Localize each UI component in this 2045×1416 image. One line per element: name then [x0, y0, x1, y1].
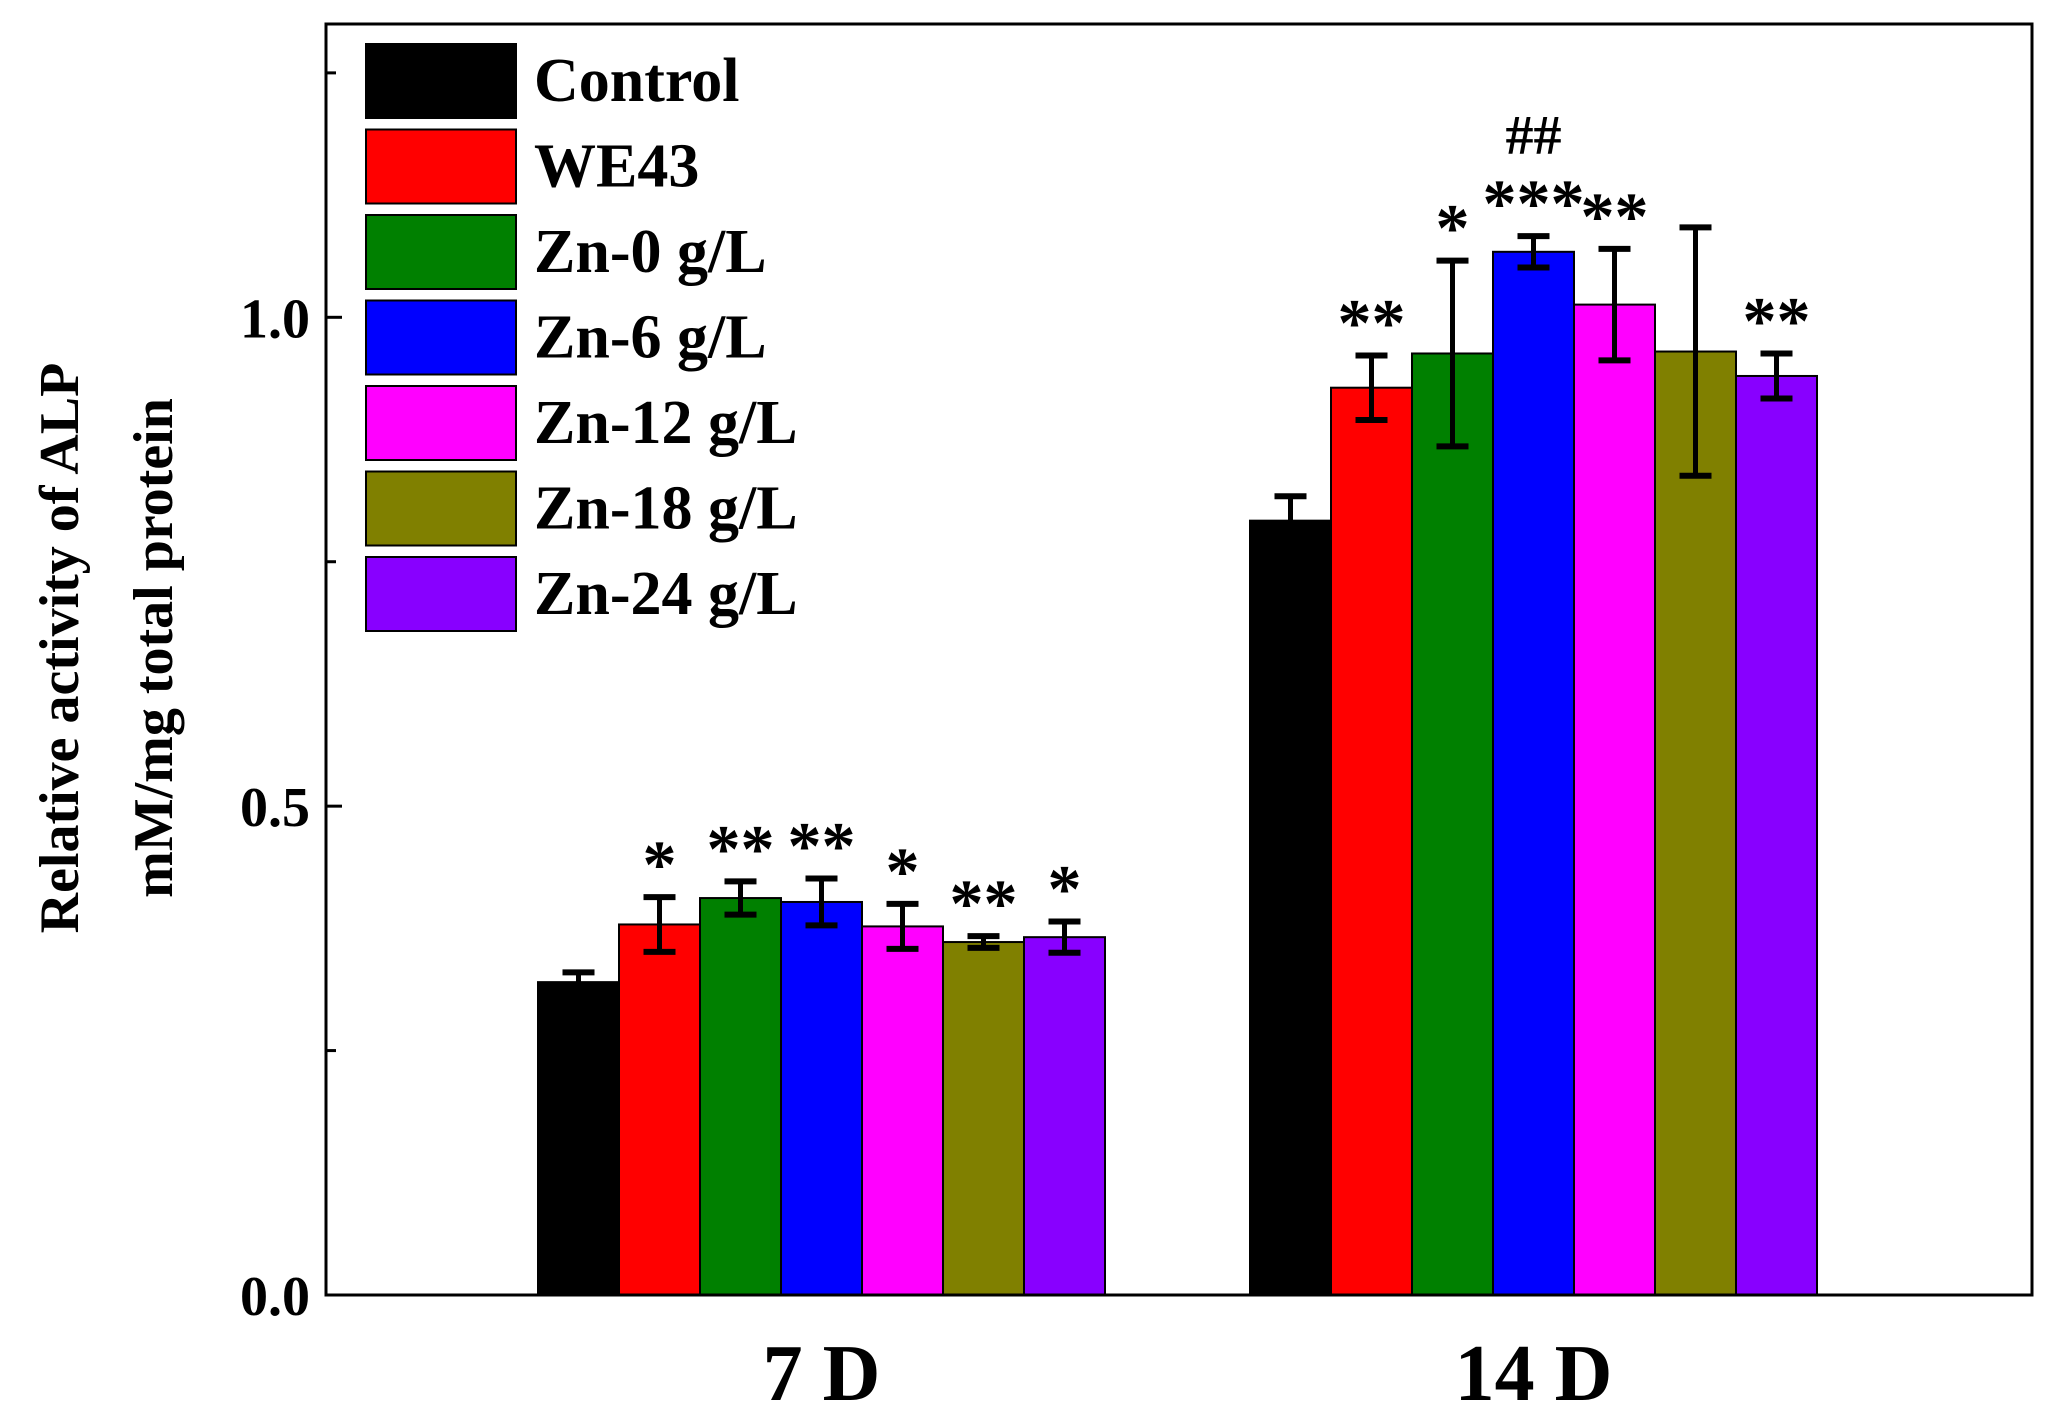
error-bar-zn-12-g-l-14-d — [1598, 245, 1631, 364]
legend-label-zn-18-g-l: Zn-18 g/L — [534, 475, 798, 543]
bar-zn-18-g-l-14-d — [1654, 350, 1737, 1296]
error-bar-zn-18-g-l-14-d — [1679, 224, 1712, 479]
legend-label-zn-24-g-l: Zn-24 g/L — [534, 560, 798, 628]
bar-we43-14-d — [1330, 386, 1413, 1296]
bar-control-7-d — [537, 981, 620, 1297]
y-axis-label-line1: Relative activity of ALP — [29, 363, 91, 934]
significance-mark-zn-24-g-l-7-d: * — [1048, 851, 1082, 927]
error-bar-zn-24-g-l-7-d — [1048, 918, 1081, 956]
legend-label-we43: WE43 — [534, 133, 699, 201]
y-tick-label: 0.5 — [240, 777, 310, 839]
significance-mark-zn-12-g-l-7-d: * — [886, 833, 920, 909]
error-bar-zn-24-g-l-14-d — [1760, 350, 1793, 402]
bar-zn-12-g-l-14-d — [1573, 303, 1656, 1296]
plot-layer: **************** ***## — [537, 105, 1818, 1297]
legend-label-zn-6-g-l: Zn-6 g/L — [534, 304, 767, 372]
legend-swatch-control — [365, 43, 517, 119]
x-category-label: 14 D — [1455, 1330, 1613, 1416]
bar-zn-24-g-l-7-d — [1023, 936, 1106, 1296]
y-tick-label: 1.0 — [240, 288, 310, 350]
significance-mark-we43-7-d: * — [643, 826, 677, 902]
x-category-label: 7 D — [763, 1330, 881, 1416]
bar-control-14-d — [1249, 519, 1332, 1296]
error-bar-control-14-d — [1274, 493, 1307, 549]
significance-mark-zn-24-g-l-14-d: ** — [1743, 282, 1811, 358]
bar-zn-6-g-l-7-d — [780, 900, 863, 1297]
bar-zn-24-g-l-14-d — [1735, 374, 1818, 1296]
significance-mark-zn-0-g-l-14-d: * — [1436, 190, 1470, 266]
bar-zn-12-g-l-7-d — [861, 925, 944, 1296]
significance-mark-zn-12-g-l-14-d: ** — [1581, 178, 1649, 254]
error-bar-zn-18-g-l-7-d — [967, 933, 1000, 951]
legend-swatch-zn-24-g-l — [365, 556, 517, 632]
error-bar-zn-6-g-l-7-d — [805, 875, 838, 929]
error-bar-zn-0-g-l-14-d — [1436, 257, 1469, 450]
bar-zn-0-g-l-7-d — [699, 897, 782, 1297]
axis-layer: 0.0 0.5 1.0 7 D 14 D — [240, 22, 2034, 1416]
significance-mark-we43-14-d: ** — [1338, 284, 1406, 360]
legend-label-zn-12-g-l: Zn-12 g/L — [534, 389, 798, 457]
error-bar-zn-12-g-l-7-d — [886, 900, 919, 952]
legend-swatch-we43 — [365, 128, 517, 205]
annotation-0: ## — [1506, 105, 1562, 167]
legend-label-zn-0-g-l: Zn-0 g/L — [534, 218, 767, 286]
significance-mark-zn-6-g-l-7-d: ** — [788, 808, 856, 884]
bar-zn-18-g-l-7-d — [942, 941, 1025, 1297]
legend-swatch-zn-0-g-l — [365, 214, 517, 290]
legend: Control WE43 Zn-0 g/L Zn-6 g/L Zn-12 g/L Zn-1… — [365, 43, 798, 632]
y-axis-label-line2: mM/mg total protein — [123, 398, 185, 898]
significance-mark-zn-18-g-l-7-d: ** — [950, 865, 1018, 941]
bar-we43-7-d — [618, 923, 701, 1296]
error-bar-we43-7-d — [643, 894, 676, 955]
bar-zn-0-g-l-14-d — [1411, 352, 1494, 1296]
legend-swatch-zn-6-g-l — [365, 299, 517, 376]
legend-swatch-zn-12-g-l — [365, 385, 517, 461]
legend-swatch-zn-18-g-l — [365, 470, 517, 547]
legend-label-control: Control — [534, 47, 740, 115]
error-bar-zn-6-g-l-14-d — [1517, 233, 1550, 271]
bar-zn-6-g-l-14-d — [1492, 250, 1575, 1296]
y-tick-label: 0.0 — [240, 1266, 310, 1328]
plot-frame — [324, 22, 2034, 1297]
error-bar-zn-0-g-l-7-d — [724, 878, 757, 918]
significance-mark-zn-0-g-l-7-d: ** — [707, 810, 775, 886]
error-bar-we43-14-d — [1355, 352, 1388, 423]
significance-mark-zn-6-g-l-14-d: *** — [1483, 165, 1585, 241]
error-bar-control-7-d — [562, 969, 595, 995]
